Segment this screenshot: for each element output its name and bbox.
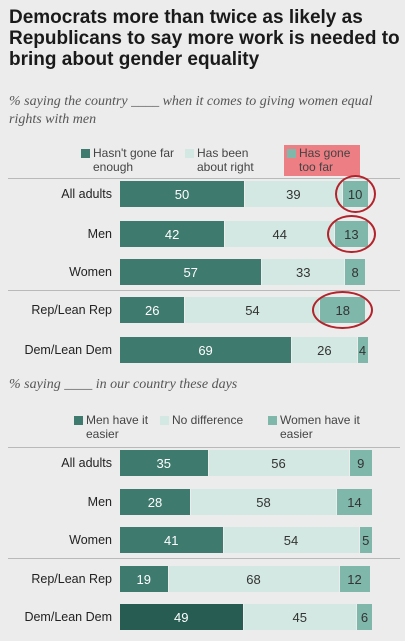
legend-item-no-difference: No difference: [160, 413, 243, 427]
bar-segment: 28: [120, 489, 190, 515]
row-label: All adults: [61, 187, 112, 201]
row-label: Dem/Lean Dem: [24, 610, 112, 624]
legend-swatch-light: [160, 416, 169, 425]
data-label: 41: [164, 532, 179, 548]
chart-divider: [8, 290, 400, 291]
bar-segment: 54: [185, 297, 320, 323]
data-label: 28: [147, 494, 163, 510]
bar-segment: 69: [120, 337, 292, 363]
chart-divider: [8, 178, 400, 179]
data-label: 42: [164, 226, 180, 242]
bar-segment: 26: [292, 337, 357, 363]
legend-item-women-have-it-easier: Women have it easier: [268, 413, 375, 441]
data-label: 5: [362, 532, 370, 548]
data-label: 54: [245, 302, 260, 318]
bar-segment: 5: [359, 527, 372, 553]
data-label: 4: [358, 342, 367, 358]
row-label: All adults: [61, 456, 112, 470]
data-label: 44: [272, 226, 287, 242]
legend-item-hasnt-gone-far-enough: Hasn't gone far enough: [81, 146, 188, 174]
bar-segment: 26: [120, 297, 185, 323]
data-label: 6: [360, 609, 369, 625]
row-label: Men: [87, 495, 112, 509]
legend-item-men-have-it-easier: Men have it easier: [74, 413, 161, 441]
row-label: Women: [69, 533, 112, 547]
row-label: Women: [69, 265, 112, 279]
legend-item-has-gone-too-far: Has gone too far: [284, 145, 360, 176]
bar-segment: 44: [225, 221, 335, 247]
data-label: 49: [174, 609, 189, 625]
row-label: Men: [87, 227, 112, 241]
legend-swatch-mid: [287, 149, 296, 158]
bar-segment: 33: [262, 259, 345, 285]
data-label: 26: [145, 302, 160, 318]
data-label: 8: [351, 264, 359, 280]
chart1-subtitle: % saying the country ____ when it comes …: [9, 94, 373, 127]
legend-label: Women have it easier: [280, 413, 360, 441]
annotation-circle: [327, 215, 376, 253]
legend-swatch-mid: [268, 416, 277, 425]
chart2-subtitle: % saying ____ in our country these days: [9, 377, 238, 392]
bar-segment: 42: [120, 221, 225, 247]
legend-label: Hasn't gone far enough: [93, 146, 175, 174]
bar-segment: 41: [120, 527, 223, 553]
legend-swatch-light: [185, 149, 194, 158]
bar-segment: 6: [357, 604, 372, 630]
annotation-circle: [312, 291, 374, 329]
legend-swatch-dark: [81, 149, 90, 158]
bar-segment: 8: [345, 259, 366, 285]
data-label: 39: [286, 186, 301, 202]
bar-segment: 4: [357, 337, 368, 363]
data-label: 45: [292, 609, 307, 625]
chart-divider: [8, 558, 400, 559]
data-label: 12: [347, 571, 362, 587]
bar-segment: 57: [120, 259, 262, 285]
data-label: 33: [296, 264, 311, 280]
bar-segment: 56: [208, 450, 349, 476]
bar-segment: 39: [245, 181, 342, 207]
row-label: Dem/Lean Dem: [24, 343, 112, 357]
data-label: 19: [136, 571, 151, 587]
legend-label: Has been about right: [197, 146, 254, 174]
data-label: 57: [183, 264, 198, 280]
data-label: 58: [256, 494, 271, 510]
legend-label: No difference: [172, 413, 244, 427]
data-label: 14: [347, 494, 362, 510]
data-label: 69: [198, 342, 213, 358]
legend-label: Men have it easier: [86, 413, 149, 441]
legend-label: Has gone too far: [299, 146, 351, 174]
bar-segment: 14: [337, 489, 372, 515]
bar-segment: 12: [339, 566, 370, 592]
chart-title: Democrats more than twice as likely as R…: [9, 7, 400, 70]
annotation-circle: [334, 175, 376, 213]
bar-segment: 68: [168, 566, 339, 592]
data-label: 68: [246, 571, 261, 587]
bar-segment: 19: [120, 566, 168, 592]
bar-segment: 45: [243, 604, 356, 630]
bar-segment: 50: [120, 181, 244, 207]
row-label: Rep/Lean Rep: [31, 303, 112, 317]
data-label: 26: [317, 342, 332, 358]
bar-segment: 49: [120, 604, 243, 630]
legend-swatch-dark: [74, 416, 83, 425]
legend-item-has-been-about-right: Has been about right: [185, 146, 275, 174]
bar-segment: 54: [223, 527, 359, 553]
bar-segment: 9: [349, 450, 372, 476]
data-label: 54: [283, 532, 299, 548]
bar-segment: 58: [191, 489, 336, 515]
bar-segment: 35: [120, 450, 208, 476]
row-label: Rep/Lean Rep: [31, 572, 112, 586]
data-label: 9: [357, 455, 365, 471]
data-label: 50: [174, 186, 190, 202]
chart-divider: [8, 447, 400, 448]
data-label: 35: [156, 455, 171, 471]
data-label: 56: [271, 455, 286, 471]
